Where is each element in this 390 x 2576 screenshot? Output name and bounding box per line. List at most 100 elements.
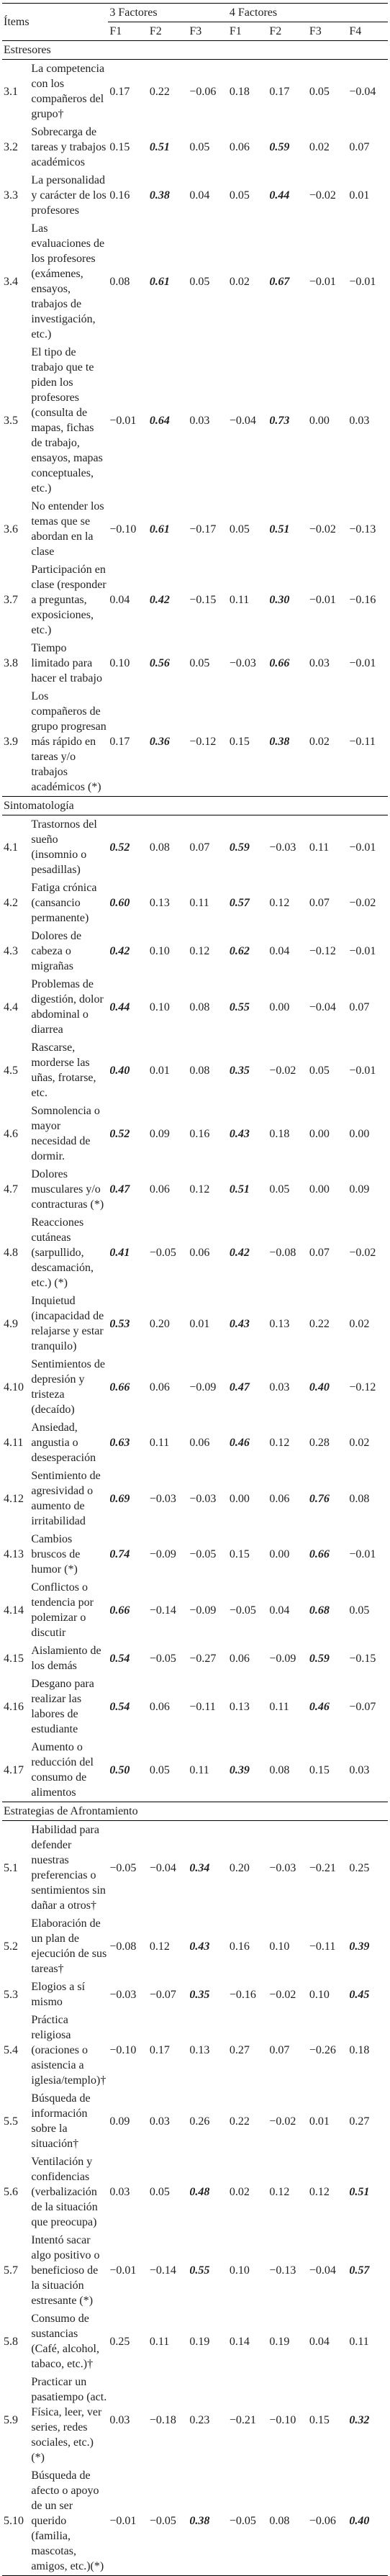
loading: −0.02: [269, 2115, 296, 2128]
loading: 0.03: [349, 414, 370, 427]
loading: 0.55: [229, 1000, 250, 1013]
loading: 0.43: [189, 1940, 210, 1953]
item-id: 5.5: [4, 2115, 18, 2128]
loading: 0.11: [189, 897, 209, 909]
item-row: 5.1 Habilidad para defender nuestras pref…: [2, 1821, 388, 1915]
loading: −0.01: [349, 841, 376, 854]
item-row: 4.3 Dolores de cabeza o migrañas 0.42 0.10 0…: [2, 927, 388, 975]
loading: 0.05: [149, 2186, 170, 2198]
item-row: 5.3 Elogios a sí mismo −0.03 −0.07 0.35 −0.16…: [2, 1978, 388, 2011]
loading: 0.02: [309, 141, 330, 153]
item-text: Aumento o reducción del consumo de alime…: [31, 1741, 94, 1799]
item-id: 4.14: [4, 1604, 24, 1617]
item-row: 4.6 Somnolencia o mayor necesidad de dorm…: [2, 1102, 388, 1165]
item-id: 4.2: [4, 897, 18, 909]
item-row: 5.10 Búsqueda de afecto o apoyo de un ser…: [2, 2467, 388, 2576]
item-id: 3.4: [4, 275, 18, 288]
loading: 0.06: [149, 1380, 170, 1393]
item-text: Aislamiento de los demás: [31, 1645, 101, 1672]
item-id: 3.5: [4, 414, 18, 427]
item-text: Tiempo limitado para hacer el trabajo: [31, 642, 102, 684]
loading: −0.05: [227, 2467, 268, 2576]
loading: 0.01: [189, 1317, 210, 1330]
item-text: Práctica religiosa (oraciones o asistenc…: [31, 2014, 106, 2087]
loading: 0.10: [149, 945, 170, 957]
loading: 0.07: [269, 2044, 290, 2056]
loading: 0.13: [229, 1700, 250, 1713]
loading: −0.11: [309, 1940, 336, 1953]
loading: 0.18: [349, 2044, 370, 2056]
item-id: 5.6: [4, 2186, 18, 2198]
item-id: 5.4: [4, 2044, 18, 2056]
loading: 0.61: [149, 275, 170, 288]
item-row: 4.11 Ansiedad, angustia o desesperación 0.…: [2, 1419, 388, 1467]
loading: −0.01: [349, 275, 376, 288]
item-id: 3.3: [4, 189, 18, 202]
loading: 0.22: [229, 2115, 250, 2128]
item-text: No entender los temas que se abordan en …: [31, 500, 104, 558]
loading: 0.43: [229, 1127, 250, 1140]
loading: 0.20: [149, 1317, 170, 1330]
loading: 0.48: [189, 2186, 210, 2198]
group-header: 4 Factores: [227, 3, 388, 22]
loading: 0.39: [229, 1763, 250, 1776]
loading: 0.11: [309, 841, 330, 854]
loading: 0.46: [229, 1437, 250, 1449]
loading: −0.02: [309, 189, 336, 202]
loading: 0.17: [149, 2044, 170, 2056]
loading: −0.09: [269, 1652, 296, 1665]
loading: 0.11: [149, 1437, 170, 1449]
item-text: Sentimientos de depresión y tristeza (de…: [31, 1358, 105, 1416]
loading: 0.13: [149, 897, 170, 909]
loading: 0.05: [269, 1183, 290, 1196]
loading: 0.06: [189, 1437, 210, 1449]
loading: 0.57: [229, 897, 250, 909]
loading: 0.27: [229, 2044, 250, 2056]
loading: 0.17: [269, 85, 290, 98]
loading: 0.00: [309, 1127, 330, 1140]
loading: 0.25: [349, 1861, 370, 1874]
loading: 0.07: [349, 1000, 370, 1013]
loading: −0.09: [189, 1380, 217, 1393]
loading: −0.06: [307, 2467, 348, 2576]
item-row: 4.14 Conflictos o tendencia por polemizar…: [2, 1578, 388, 1642]
loading: −0.21: [229, 2413, 256, 2426]
loading: −0.04: [349, 85, 376, 98]
loading: −0.16: [349, 594, 376, 606]
loading: 0.60: [109, 897, 130, 909]
item-text: Desgano para realizar las labores de est…: [31, 1678, 94, 1735]
section-row: Estresores: [2, 40, 388, 60]
loading: 0.16: [189, 1127, 210, 1140]
loading: 0.15: [229, 736, 250, 748]
item-text: Ansiedad, angustia o desesperación: [31, 1422, 96, 1464]
item-text: Cambios bruscos de humor (*): [31, 1533, 81, 1576]
item-row: 4.13 Cambios bruscos de humor (*) 0.74 −0.0…: [2, 1530, 388, 1578]
loading: −0.01: [349, 1064, 376, 1077]
loading: 0.18: [269, 1127, 290, 1140]
loading: 0.42: [229, 1247, 250, 1259]
item-row: 4.9 Inquietud (incapacidad de relajarse y…: [2, 1292, 388, 1355]
item-row: 3.8 Tiempo limitado para hacer el trabajo…: [2, 639, 388, 687]
loading: 0.28: [309, 1437, 330, 1449]
loading: 0.42: [109, 945, 130, 957]
item-id: 4.13: [4, 1548, 24, 1560]
loading: 0.51: [229, 1183, 250, 1196]
loading: 0.59: [229, 841, 250, 854]
loading: −0.01: [109, 414, 137, 427]
table-body: Estresores 3.1 La competencia con los comp…: [2, 40, 388, 2576]
loading: −0.05: [149, 1247, 176, 1259]
item-row: 4.8 Reacciones cutáneas (sarpullido, desc…: [2, 1214, 388, 1292]
loading: 0.47: [109, 1183, 130, 1196]
loading: −0.04: [309, 1000, 336, 1013]
factor-header: F2: [268, 22, 308, 41]
loading: −0.12: [349, 1380, 376, 1393]
loading: 0.42: [149, 594, 170, 606]
loading: 0.44: [109, 1000, 130, 1013]
loading: 0.32: [349, 2413, 370, 2426]
loading: 0.04: [189, 189, 210, 202]
loading: −0.01: [349, 1548, 376, 1560]
item-row: 4.1 Trastornos del sueño (insomnio o pesa…: [2, 815, 388, 880]
loading: 0.51: [349, 2186, 370, 2198]
item-id: 5.2: [4, 1940, 18, 1953]
group-header: 3 Factores: [108, 3, 228, 22]
